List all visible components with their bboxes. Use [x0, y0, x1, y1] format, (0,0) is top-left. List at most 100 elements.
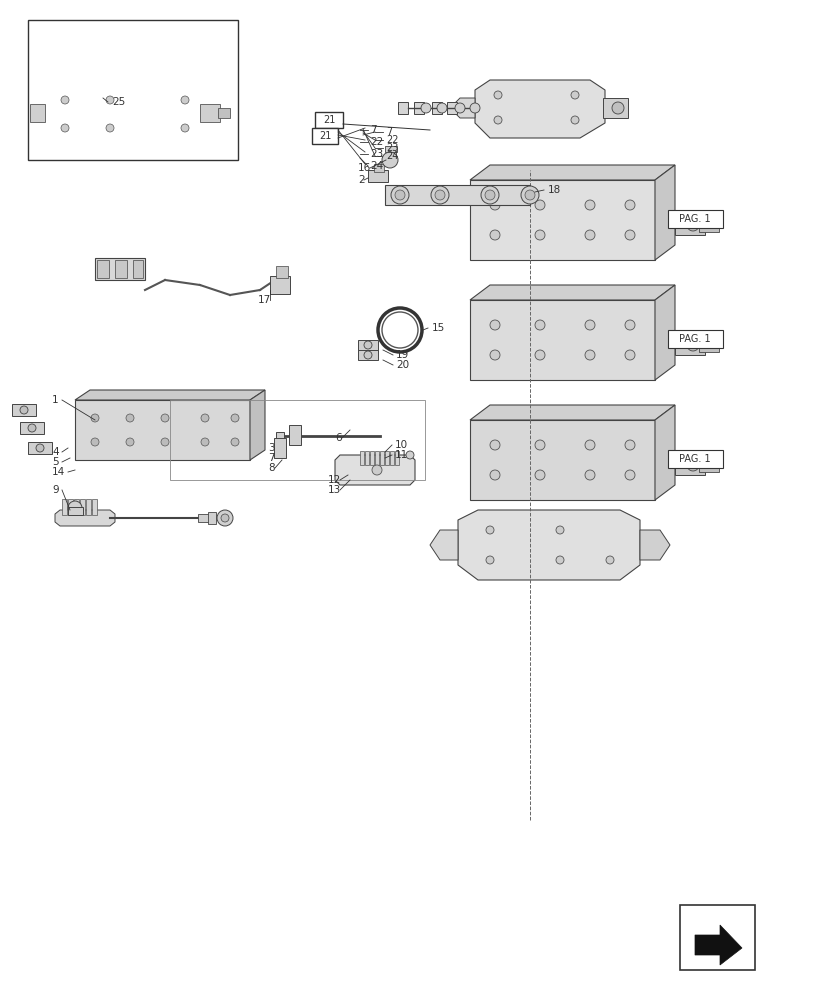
Bar: [447, 102, 457, 114]
Circle shape: [624, 200, 634, 210]
Circle shape: [490, 350, 500, 360]
Bar: [674, 455, 704, 475]
Circle shape: [585, 470, 595, 480]
Bar: [200, 104, 220, 122]
Polygon shape: [470, 165, 674, 180]
Bar: [170, 400, 424, 480]
Polygon shape: [449, 98, 475, 118]
Text: 8: 8: [268, 463, 275, 473]
Text: 16: 16: [357, 163, 370, 173]
Bar: [208, 512, 216, 524]
Bar: [360, 451, 364, 465]
Text: 10: 10: [394, 440, 408, 450]
Text: 22: 22: [385, 135, 398, 145]
Bar: [86, 499, 91, 515]
Bar: [698, 338, 718, 352]
Bar: [698, 458, 718, 472]
Circle shape: [520, 186, 538, 204]
Bar: [667, 210, 722, 228]
Text: 12: 12: [327, 475, 341, 485]
Circle shape: [231, 438, 239, 446]
Circle shape: [611, 102, 624, 114]
Polygon shape: [429, 530, 457, 560]
Circle shape: [490, 440, 500, 450]
Circle shape: [490, 320, 500, 330]
Bar: [312, 128, 337, 144]
Bar: [274, 438, 285, 458]
Circle shape: [686, 219, 698, 231]
Circle shape: [364, 351, 371, 359]
Circle shape: [106, 124, 114, 132]
Bar: [380, 451, 384, 465]
Text: 25: 25: [112, 97, 125, 107]
Circle shape: [434, 190, 444, 200]
Text: 4: 4: [52, 447, 59, 457]
Circle shape: [20, 406, 28, 414]
Polygon shape: [457, 510, 639, 580]
Polygon shape: [335, 455, 414, 485]
Circle shape: [455, 103, 465, 113]
Text: 21: 21: [318, 131, 331, 141]
Circle shape: [605, 556, 614, 564]
Text: 15: 15: [432, 323, 445, 333]
Bar: [133, 260, 143, 278]
Bar: [28, 442, 52, 454]
Bar: [218, 108, 230, 118]
Bar: [289, 425, 301, 445]
Polygon shape: [470, 180, 654, 260]
Bar: [370, 451, 374, 465]
Bar: [68, 499, 73, 515]
Polygon shape: [80, 25, 160, 85]
Text: 23: 23: [370, 149, 383, 159]
Bar: [28, 20, 237, 160]
Circle shape: [106, 96, 114, 104]
Bar: [74, 499, 79, 515]
Text: 7: 7: [385, 127, 392, 137]
Circle shape: [231, 414, 239, 422]
Circle shape: [585, 230, 595, 240]
Circle shape: [534, 440, 544, 450]
Bar: [95, 258, 145, 280]
Circle shape: [490, 200, 500, 210]
Bar: [270, 276, 289, 294]
Circle shape: [555, 556, 563, 564]
Circle shape: [686, 459, 698, 471]
Circle shape: [405, 451, 414, 459]
Circle shape: [524, 190, 534, 200]
Circle shape: [61, 96, 69, 104]
Polygon shape: [694, 925, 741, 965]
Polygon shape: [75, 390, 265, 400]
Circle shape: [28, 424, 36, 432]
Text: 23: 23: [385, 143, 398, 153]
Text: 20: 20: [395, 360, 409, 370]
Text: PAG. 1: PAG. 1: [678, 334, 710, 344]
Bar: [674, 335, 704, 355]
Circle shape: [585, 320, 595, 330]
Circle shape: [571, 116, 578, 124]
Bar: [275, 432, 284, 440]
Circle shape: [534, 200, 544, 210]
Text: PAG. 1: PAG. 1: [678, 214, 710, 224]
Text: 14: 14: [52, 467, 65, 477]
Bar: [375, 451, 379, 465]
Circle shape: [485, 556, 494, 564]
Text: 9: 9: [52, 485, 59, 495]
Circle shape: [61, 124, 69, 132]
Bar: [385, 185, 529, 205]
Text: 24: 24: [385, 151, 398, 161]
Circle shape: [201, 438, 208, 446]
Polygon shape: [654, 405, 674, 500]
Bar: [394, 451, 399, 465]
Circle shape: [181, 96, 189, 104]
Bar: [62, 499, 67, 515]
Polygon shape: [30, 85, 225, 145]
Circle shape: [160, 438, 169, 446]
Polygon shape: [95, 80, 102, 112]
Polygon shape: [60, 90, 95, 112]
Circle shape: [585, 350, 595, 360]
Bar: [667, 450, 722, 468]
Polygon shape: [654, 285, 674, 380]
Circle shape: [686, 339, 698, 351]
Bar: [385, 146, 396, 152]
Bar: [674, 215, 704, 235]
